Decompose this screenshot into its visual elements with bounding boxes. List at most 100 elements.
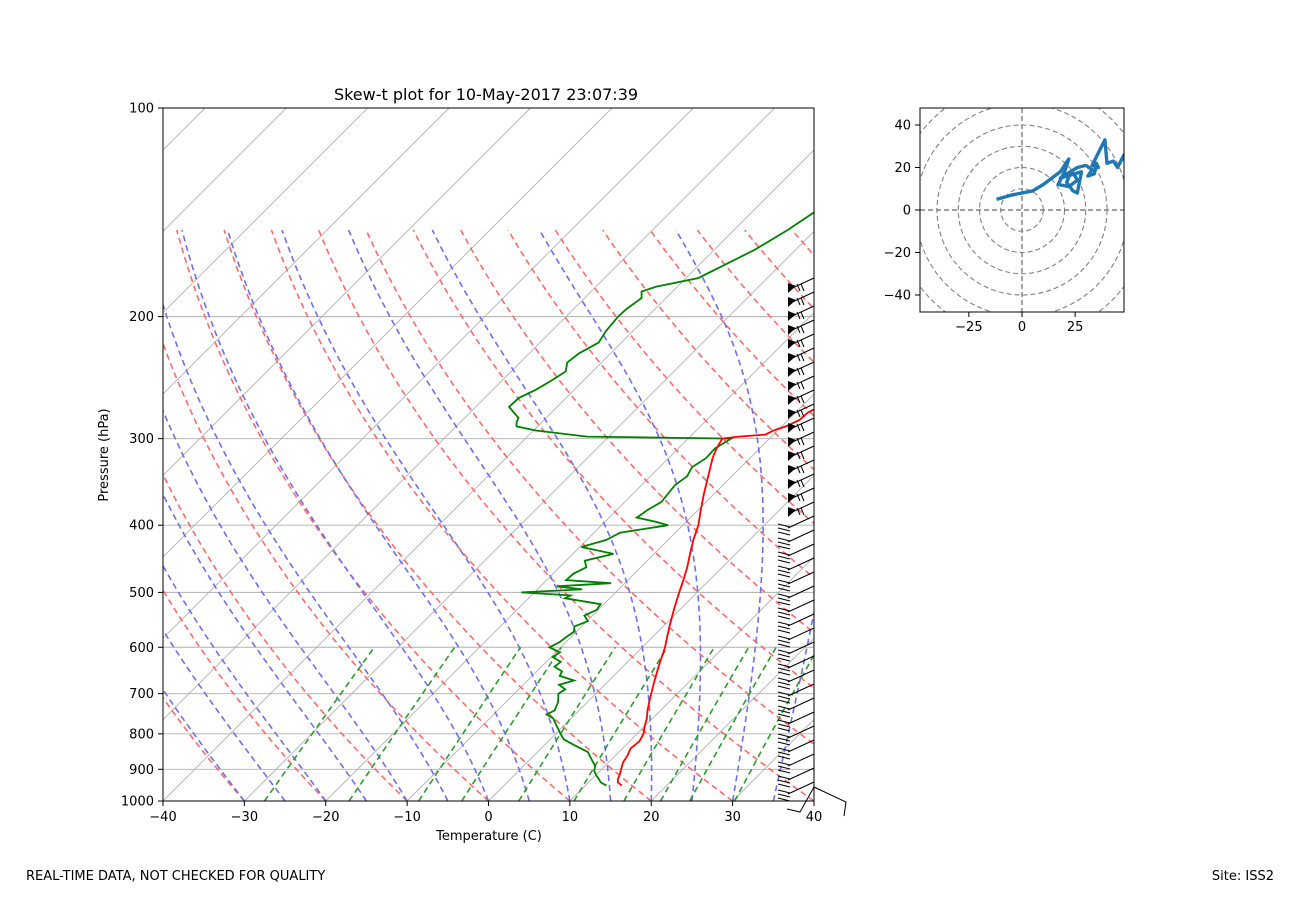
dry-adiabat [163, 588, 327, 801]
barb-staff [787, 781, 815, 795]
wind-barb [787, 389, 815, 405]
barb-flag [777, 583, 791, 588]
wind-barb [777, 585, 815, 606]
moist-adiabat [855, 230, 1039, 801]
wind-barb [777, 711, 815, 732]
barb-flag [796, 465, 801, 474]
barb-flag [796, 479, 801, 488]
isotherm-line [488, 474, 814, 801]
barb-pennant [788, 409, 796, 419]
barb-pennant [788, 311, 796, 321]
dewpoint-trace [507, 211, 814, 787]
barb-staff [787, 753, 815, 767]
barb-pennant [788, 437, 796, 447]
wind-barb [787, 277, 815, 293]
y-tick-label: 300 [129, 432, 154, 447]
isotherm-line [163, 108, 694, 639]
wind-barb [787, 361, 815, 377]
mixing-ratio-line [733, 653, 814, 801]
barb-flag [777, 635, 791, 640]
wind-barb [787, 305, 815, 321]
barb-flag [777, 545, 791, 550]
dry-adiabat [887, 230, 1300, 801]
barb-staff [787, 669, 815, 683]
mixing-ratio-line [348, 646, 456, 801]
site-label: Site: ISS2 [1211, 869, 1274, 884]
wind-barb [777, 739, 815, 760]
barb-flag [777, 639, 791, 644]
barb-flag [777, 663, 791, 668]
barb-flag [777, 523, 791, 528]
barb-flag [800, 493, 805, 502]
dry-adiabat [507, 229, 814, 579]
barb-flag [777, 629, 791, 634]
wind-barb [777, 697, 815, 718]
barb-flag [777, 699, 791, 704]
isotherm-line [163, 108, 369, 314]
barb-flag [796, 311, 801, 320]
barb-staff [787, 571, 815, 585]
skewt-xlabel: Temperature (C) [435, 829, 542, 844]
y-tick-label: 500 [129, 586, 154, 601]
dry-adiabat [163, 696, 245, 801]
barb-flag [796, 353, 801, 362]
barb-pennant [788, 297, 796, 307]
x-tick-label: −10 [393, 810, 420, 825]
wind-barb [787, 487, 815, 503]
barb-flag [777, 765, 791, 770]
surface-barb [813, 786, 847, 817]
isotherm-line [163, 108, 531, 477]
barb-flag [777, 565, 791, 570]
surface-barb [786, 786, 815, 813]
barb-flag [777, 691, 791, 696]
moist-adiabat [163, 564, 327, 801]
wind-barb [787, 431, 815, 447]
dry-adiabat [981, 230, 1300, 801]
barb-flag [800, 409, 805, 418]
barb-pennant [788, 451, 796, 461]
barb-flag [777, 579, 791, 584]
wind-barb [787, 319, 815, 335]
mixing-ratio-line [418, 646, 522, 801]
y-tick-label: 700 [129, 687, 154, 702]
skewt-ylabel: Pressure (hPa) [97, 408, 112, 501]
isotherm-line [163, 108, 775, 721]
isotherm-line [813, 800, 814, 801]
wind-barb [777, 515, 815, 536]
wind-barb [787, 403, 815, 419]
barb-flag [796, 381, 801, 390]
skewt-title: Skew-t plot for 10-May-2017 23:07:39 [334, 85, 638, 104]
dry-adiabat [1029, 230, 1300, 801]
dry-adiabat [163, 341, 490, 801]
isotherm-line [650, 637, 814, 801]
isotherm-line [406, 393, 814, 801]
hodograph-ticks: −25 0 25 −40 −20 0 20 40 [884, 119, 1084, 336]
barb-flag [777, 615, 791, 620]
barb-flag [796, 325, 801, 334]
dry-adiabat [791, 229, 814, 257]
barb-flag [777, 789, 791, 794]
wind-barb [777, 767, 815, 788]
hodo-y-tick-label: −20 [884, 246, 911, 261]
wind-barb [787, 291, 815, 307]
dry-adiabat [649, 229, 814, 417]
dry-adiabat [1076, 230, 1300, 801]
barb-pennant [788, 339, 796, 349]
y-tick-label: 100 [129, 102, 154, 117]
barb-pennant [788, 479, 796, 489]
wind-barb [787, 445, 815, 461]
barb-staff [787, 515, 815, 529]
x-tick-label: −20 [312, 810, 339, 825]
barb-flag [777, 653, 791, 658]
barb-flag [796, 437, 801, 446]
barb-flag [777, 531, 791, 536]
moist-adiabat [431, 229, 653, 801]
barb-flag [777, 569, 791, 574]
barb-flag [777, 695, 791, 700]
barb-flag [777, 719, 791, 724]
hodo-y-tick-label: −40 [884, 289, 911, 304]
barb-flag [800, 381, 805, 390]
barb-flag [777, 537, 791, 542]
wind-barb [787, 473, 815, 489]
barb-flag [800, 423, 805, 432]
